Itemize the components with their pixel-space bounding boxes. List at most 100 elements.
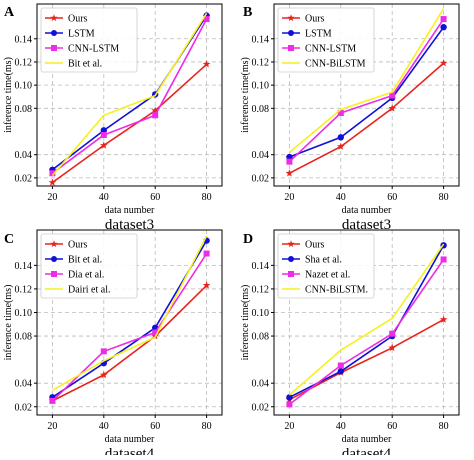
legend-label: Ours [305,14,325,25]
panel-letter: B [243,5,252,20]
data-point [286,401,293,408]
data-point [389,92,396,99]
legend-item: Ours [282,14,325,25]
legend-marker [287,14,295,22]
x-tick-label: 60 [387,421,397,432]
series-cnn-bilstm [288,243,445,396]
data-point [202,60,211,68]
data-point [337,368,345,375]
panel-b: B 0.02 0.04 0.08 0.10 0.12 0.14 20 40 60 80 data nu… [240,3,460,233]
y-tick-label: 0.10 [252,308,270,319]
legend-label: CNN-BiLSTM. [305,285,368,296]
legend-marker [50,14,58,22]
y-tick-label: 0.04 [252,150,270,161]
series-ours [48,60,211,186]
panel-letter: D [243,232,253,247]
series-cnn-bilstm [288,8,445,154]
y-axis-label: inference time(ms) [3,285,14,361]
legend-box [277,7,375,73]
legend-item: LSTM [45,29,95,40]
x-axis-label: data number [105,434,155,445]
series-ours [285,59,448,177]
series-line [289,62,445,174]
legend-label: CNN-LSTM [68,44,119,55]
legend-item: Ours [45,14,88,25]
legend-label: Nazet et al. [305,270,350,281]
y-axis-label: inference time(ms) [240,285,251,361]
y-tick-label: 0.14 [15,34,33,45]
series-line [288,243,445,396]
panel-letter: C [4,232,14,247]
legend-label: CNN-LSTM [305,44,356,55]
legend-label: Sha et al. [305,255,342,266]
data-point [388,104,396,112]
legend: Ours LSTM CNN-LSTM Bit et al. [40,7,138,73]
series-line [51,12,208,177]
x-tick-label: 80 [202,421,212,432]
y-axis-label: inference time(ms) [240,57,251,133]
x-tick-label: 40 [336,192,346,203]
y-tick-label: 0.02 [252,402,270,413]
data-point [286,158,293,165]
data-point [286,394,293,401]
series-line [289,318,444,401]
data-point [49,397,56,404]
legend-label: LSTM [305,29,332,40]
y-tick-label: 0.08 [252,104,270,115]
legend-item: CNN-BiLSTM [282,59,366,70]
data-point [286,153,293,161]
y-tick-label: 0.08 [15,332,33,343]
y-tick-label: 0.08 [15,104,33,115]
legend-label: Bit et al. [68,255,102,266]
series-bit-et-al [51,12,208,177]
y-tick-label: 0.04 [15,379,33,390]
x-tick-label: 20 [284,192,294,203]
data-point [440,23,447,31]
y-tick-label: 0.02 [15,402,33,413]
panel-c: C 0.02 0.04 0.08 0.10 0.12 0.14 20 40 60 80 data nu… [3,229,223,460]
series-cnn-lstm [286,16,447,165]
legend-label: Ours [68,240,88,251]
legend: Ours LSTM CNN-LSTM CNN-BiLSTM [277,7,375,73]
legend-item: Bit et al. [45,255,102,266]
x-tick-label: 60 [150,192,160,203]
series-dairi-et-al [52,235,208,391]
legend-marker [288,271,294,277]
dataset-label: dataset4 [342,446,392,455]
legend-item: Sha et al. [282,255,342,266]
y-tick-label: 0.14 [252,34,270,45]
y-tick-label: 0.14 [15,261,33,272]
x-tick-label: 40 [99,192,109,203]
data-point [439,59,448,67]
series-line [51,63,208,184]
x-tick-label: 80 [439,192,449,203]
legend-marker [288,256,294,262]
data-point [337,142,345,150]
legend-marker [51,271,57,277]
data-point [100,141,108,149]
series-line [51,18,208,174]
data-point [203,250,210,257]
dataset-label: dataset3 [342,217,391,233]
plot-frame [36,229,223,416]
y-tick-label: 0.02 [252,173,270,184]
legend-marker [288,30,294,36]
x-tick-label: 20 [47,192,57,203]
data-point [152,112,159,119]
y-tick-label: 0.04 [15,150,33,161]
legend-item: LSTM [282,29,332,40]
legend-marker [51,256,57,262]
x-axis-label: data number [342,434,392,445]
legend-item: Ours [282,240,325,251]
y-tick-label: 0.12 [15,57,33,68]
legend-item: Nazet et al. [282,270,350,281]
data-point [337,109,344,116]
series-line [288,8,445,154]
dataset-label: dataset4 [105,446,155,455]
panel-a: A 0.02 0.04 0.08 0.10 0.12 0.14 20 40 60 80 data nu… [3,3,223,233]
legend-box [40,7,138,73]
data-point [285,169,294,177]
data-point [440,16,447,23]
